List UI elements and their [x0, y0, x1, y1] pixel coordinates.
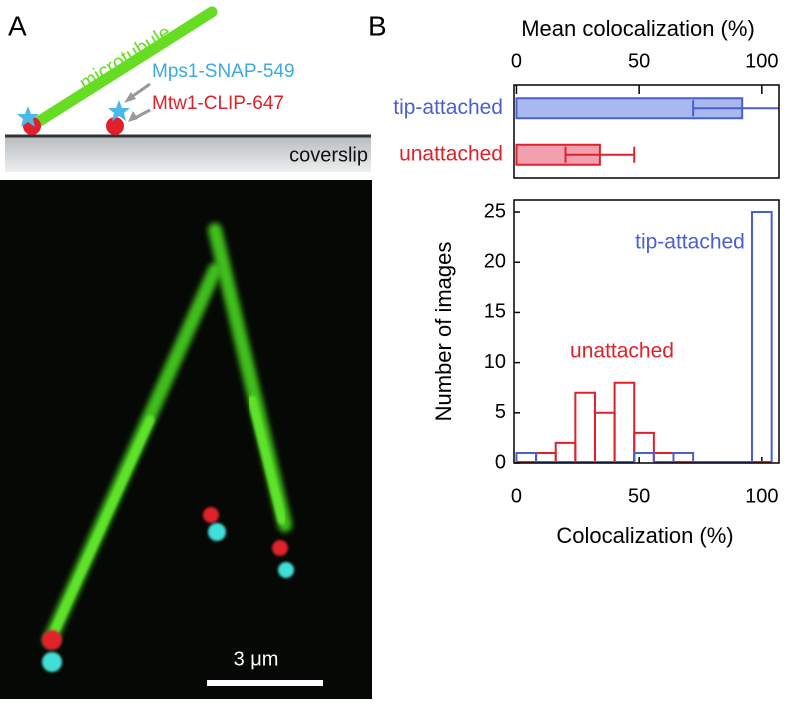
spot [203, 507, 219, 523]
x-tick-label: 0 [511, 50, 522, 72]
histogram-bin [593, 411, 616, 462]
x-tick-label: 100 [745, 485, 778, 507]
error-bar [692, 100, 779, 117]
panel-label: A [8, 10, 27, 41]
microtubule-label: microtubule [76, 21, 175, 94]
y-tick-label: 15 [484, 301, 506, 323]
x-tick-label: 100 [745, 50, 778, 72]
arrow [134, 108, 151, 120]
y-tick-label: 10 [484, 351, 506, 373]
arrow-head [124, 92, 136, 103]
panel-label: B [368, 10, 387, 41]
histogram-bin [515, 451, 538, 462]
histogram-bin [535, 451, 557, 462]
spot [208, 523, 226, 541]
y-tick-label: 0 [495, 451, 506, 473]
y-tick-label: 25 [484, 200, 506, 222]
star-icon [17, 106, 39, 127]
histogram-bin [672, 451, 695, 462]
category-label: tip-attached [393, 96, 503, 119]
filament [50, 415, 155, 635]
spot [272, 540, 288, 556]
x-tick-label: 50 [628, 50, 650, 72]
histogram-bin [633, 431, 655, 462]
micrograph: 3 μm [0, 180, 372, 699]
plot-frame [513, 84, 780, 179]
histogram-bin [633, 451, 655, 462]
spot [42, 630, 62, 650]
series-label: unattached [570, 340, 674, 363]
scale-bar [207, 680, 323, 686]
coverslip-shape [5, 136, 371, 172]
histogram-bin [751, 211, 773, 462]
kinetochore-dot [106, 117, 124, 135]
plot-frame [513, 199, 780, 464]
coverslip-label: coverslip [289, 144, 368, 166]
y-tick-label: 20 [484, 251, 506, 273]
chart-title: Mean colocalization (%) [521, 16, 755, 41]
histogram-bin [652, 451, 675, 462]
y-axis-label: Number of images [431, 242, 456, 422]
arrow-head [128, 111, 138, 122]
x-axis-label: Colocalization (%) [556, 523, 733, 548]
filament [247, 395, 287, 525]
histogram-bin [613, 381, 636, 462]
mps1-label: Mps1-SNAP-549 [152, 61, 295, 82]
spot [42, 652, 62, 672]
scale-bar-label: 3 μm [234, 648, 279, 670]
series-label: tip-attached [635, 231, 745, 254]
error-bar [564, 146, 636, 163]
star-icon [108, 100, 130, 121]
category-label: unattached [399, 142, 503, 165]
x-tick-label: 50 [628, 485, 650, 507]
mtw1-label: Mtw1-CLIP-647 [152, 93, 284, 114]
plot-area [515, 97, 779, 166]
microtubule-shape [32, 6, 218, 128]
x-tick-label: 0 [511, 485, 522, 507]
histogram-bin [554, 441, 577, 462]
spot [278, 562, 294, 578]
histogram-bin [574, 391, 596, 462]
y-tick-label: 5 [495, 401, 506, 423]
